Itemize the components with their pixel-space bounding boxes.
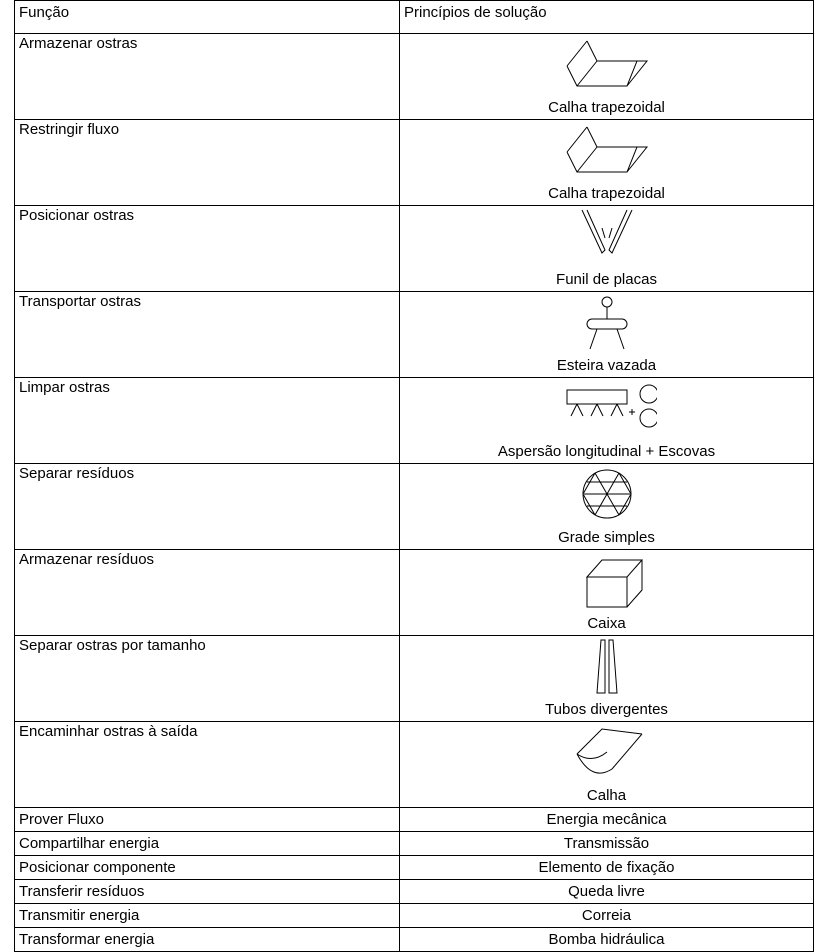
table-row: Transmitir energia Correia bbox=[14, 903, 814, 928]
function-cell: Restringir fluxo bbox=[14, 119, 400, 206]
solution-caption: Tubos divergentes bbox=[545, 701, 668, 718]
solution-cell: Queda livre bbox=[399, 879, 814, 904]
table-row: Transportar ostras Esteira vazada bbox=[14, 291, 814, 378]
header-cell: Função bbox=[14, 0, 400, 34]
table-row: Separar resíduos Grade simples bbox=[14, 463, 814, 550]
solution-cell: Esteira vazada bbox=[399, 291, 814, 378]
solution-caption: Funil de placas bbox=[556, 271, 657, 288]
solution-caption: Calha bbox=[586, 787, 627, 804]
table-row: Armazenar resíduos Caixa bbox=[14, 549, 814, 636]
header-row: Função Princípios de solução bbox=[14, 0, 814, 34]
solution-cell: Caixa bbox=[399, 549, 814, 636]
solution-sketch bbox=[582, 469, 631, 519]
solution-caption: Calha trapezoidal bbox=[548, 99, 665, 116]
solution-cell: Bomba hidráulica bbox=[399, 927, 814, 952]
function-cell: Armazenar resíduos bbox=[14, 549, 400, 636]
table-row: Prover Fluxo Energia mecânica bbox=[14, 807, 814, 832]
solution-cell: Transmissão bbox=[399, 831, 814, 856]
table-row: Restringir fluxo Calha trapezoidal bbox=[14, 119, 814, 206]
solution-sketch bbox=[566, 384, 657, 428]
solution-cell: Tubos divergentes bbox=[399, 635, 814, 722]
function-cell: Armazenar ostras bbox=[14, 33, 400, 120]
solution-cell: Elemento de fixação bbox=[399, 855, 814, 880]
table-row: Separar ostras por tamanho Tubos divergen… bbox=[14, 635, 814, 722]
solution-cell: Grade simples bbox=[399, 463, 814, 550]
solution-caption: Esteira vazada bbox=[556, 357, 657, 374]
solution-caption: Aspersão longitudinal + Escovas bbox=[497, 443, 716, 460]
solution-cell: Calha trapezoidal bbox=[399, 119, 814, 206]
solution-sketch bbox=[581, 209, 632, 254]
table-row: Posicionar componente Elemento de fixação bbox=[14, 855, 814, 880]
function-cell: Compartilhar energia bbox=[14, 831, 400, 856]
table-row: Posicionar ostras Funil de placas bbox=[14, 205, 814, 292]
solution-cell: Correia bbox=[399, 903, 814, 928]
solution-cell: Calha bbox=[399, 721, 814, 808]
function-cell: Transportar ostras bbox=[14, 291, 400, 378]
table-row: Encaminhar ostras à saída Calha bbox=[14, 721, 814, 808]
solution-sketch bbox=[586, 296, 627, 350]
solution-sketch bbox=[576, 728, 642, 774]
solution-cell: Calha trapezoidal bbox=[399, 33, 814, 120]
function-cell: Separar ostras por tamanho bbox=[14, 635, 400, 722]
function-cell: Limpar ostras bbox=[14, 377, 400, 464]
table-row: Limpar ostras Aspersão longitudinal + Esc… bbox=[14, 377, 814, 464]
solution-sketch bbox=[595, 639, 618, 694]
function-cell: Separar resíduos bbox=[14, 463, 400, 550]
solution-cell: Funil de placas bbox=[399, 205, 814, 292]
table-row: Armazenar ostras Calha trapezoidal bbox=[14, 33, 814, 120]
solution-cell: Aspersão longitudinal + Escovas bbox=[399, 377, 814, 464]
solution-caption: Caixa bbox=[587, 615, 626, 632]
function-cell: Prover Fluxo bbox=[14, 807, 400, 832]
function-cell: Posicionar componente bbox=[14, 855, 400, 880]
solution-table: Função Princípios de solução Armazenar ost… bbox=[14, 0, 814, 952]
function-cell: Transferir resíduos bbox=[14, 879, 400, 904]
solution-caption: Calha trapezoidal bbox=[548, 185, 665, 202]
solution-sketch bbox=[566, 126, 648, 173]
solution-cell: Energia mecânica bbox=[399, 807, 814, 832]
solution-sketch bbox=[585, 559, 643, 608]
table-row: Compartilhar energia Transmissão bbox=[14, 831, 814, 856]
header-cell: Princípios de solução bbox=[399, 0, 814, 34]
function-cell: Transmitir energia bbox=[14, 903, 400, 928]
function-cell: Transformar energia bbox=[14, 927, 400, 952]
table-row: Transformar energia Bomba hidráulica bbox=[14, 927, 814, 952]
table-row: Transferir resíduos Queda livre bbox=[14, 879, 814, 904]
function-cell: Encaminhar ostras à saída bbox=[14, 721, 400, 808]
solution-sketch bbox=[566, 40, 648, 87]
function-cell: Posicionar ostras bbox=[14, 205, 400, 292]
solution-caption: Grade simples bbox=[558, 529, 655, 546]
page: Função Princípios de solução Armazenar ost… bbox=[14, 0, 814, 952]
